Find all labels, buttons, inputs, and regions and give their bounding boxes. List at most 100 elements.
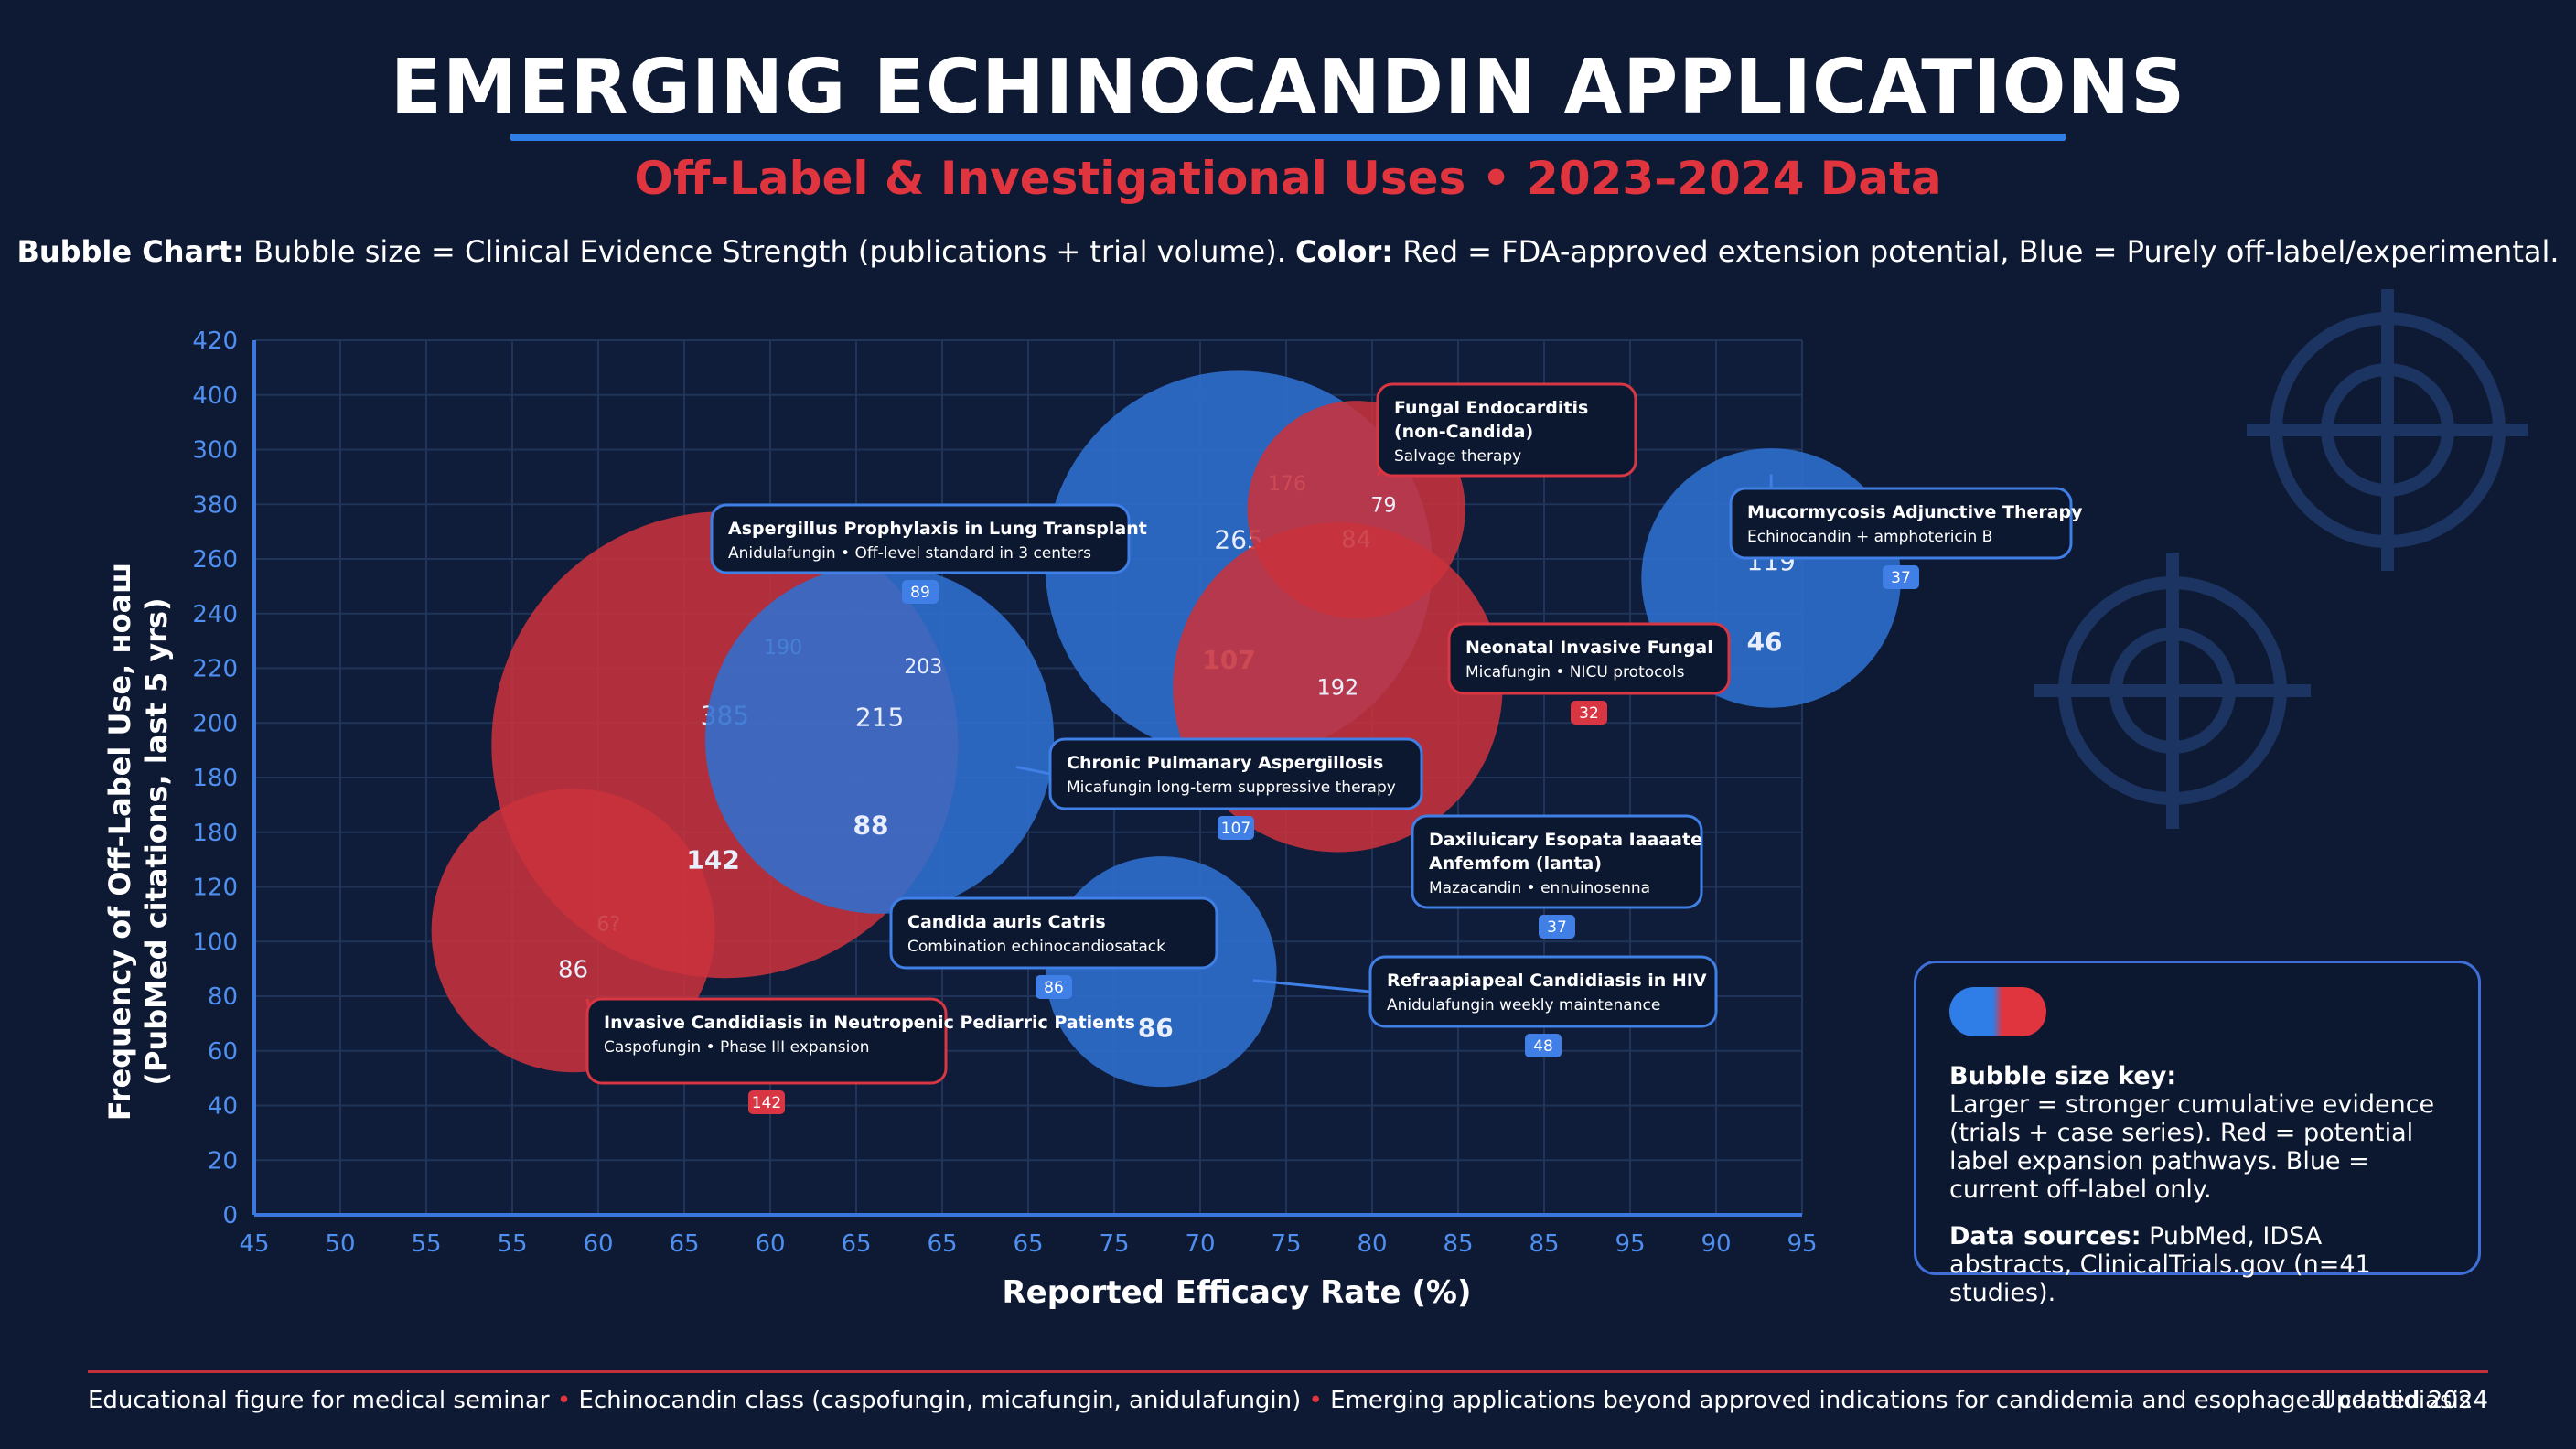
- bubbles: 6?86190385142203215881762651077984192159…: [431, 370, 1901, 1088]
- callout-subtitle: Anidulafungin weekly maintenance: [1387, 996, 1660, 1014]
- callout-subtitle: Caspofungin • Phase III expansion: [604, 1038, 870, 1057]
- callout-leader: [1252, 979, 1371, 993]
- bubble-label: 215: [855, 702, 904, 732]
- bubble-label: 88: [853, 810, 889, 840]
- callout-badge: [1883, 565, 1919, 589]
- callout-badge: [748, 1090, 785, 1114]
- callout-badge: [1539, 915, 1575, 939]
- callout-badge-value: 142: [752, 1094, 781, 1112]
- x-tick-label: 65: [669, 1230, 699, 1258]
- legend-sources-text: PubMed, IDSA abstracts, ClinicalTrials.g…: [1949, 1222, 2371, 1307]
- y-tick-label: 400: [192, 382, 238, 410]
- crosshair-decoration-icon: [2247, 289, 2528, 571]
- y-tick-label: 180: [192, 765, 238, 792]
- callout-badge-value: 89: [910, 584, 930, 602]
- x-tick-label: 45: [239, 1230, 269, 1258]
- callout-subtitle: Echinocandin + amphotericin B: [1747, 528, 1992, 546]
- callout: Mucormycosis Adjunctive Therapy Echinocan…: [1729, 487, 2083, 589]
- callout-box: [1048, 737, 1423, 810]
- legend-body: Larger = stronger cumulative evidence (t…: [1949, 1090, 2435, 1204]
- y-tick-label: 220: [192, 656, 238, 683]
- x-tick-label: 85: [1529, 1230, 1559, 1258]
- bubble-label: 86: [558, 957, 588, 984]
- callout-title: Refraapiapeal Candidiasis in HIV: [1387, 971, 1707, 991]
- bubble-label: 142: [686, 845, 739, 875]
- footer-sep-1: •: [549, 1387, 579, 1414]
- callout-title: Aspergillus Prophylaxis in Lung Transpla…: [728, 519, 1147, 539]
- y-tick-label: 0: [222, 1202, 238, 1229]
- bubble-label: 86: [1138, 1013, 1174, 1043]
- callout: Daxiluicary Esopata Iaaaate Anfemfom (lan…: [1411, 814, 1703, 939]
- legend-sources: Data sources: PubMed, IDSA abstracts, Cl…: [1949, 1222, 2445, 1307]
- bubble-label: 79: [1370, 494, 1396, 517]
- crosshair-decoration-2-icon: [2034, 553, 2311, 829]
- chart-description: Bubble Chart: Bubble size = Clinical Evi…: [0, 234, 2576, 269]
- callout-badge-value: 37: [1547, 918, 1567, 937]
- y-tick-label: 60: [208, 1038, 238, 1066]
- y-tick-label: 180: [192, 820, 238, 847]
- footer-part2: Echinocandin class (caspofungin, micafun…: [578, 1387, 1302, 1414]
- legend-box: Bubble size key: Larger = stronger cumul…: [1914, 961, 2481, 1307]
- title-underline: [510, 134, 2066, 141]
- footer-sep-2: •: [1301, 1387, 1331, 1414]
- x-tick-label: 75: [1271, 1230, 1301, 1258]
- legend-sources-label: Data sources:: [1949, 1222, 2141, 1250]
- callout-badge-value: 86: [1044, 979, 1064, 997]
- callout-badge-value: 107: [1221, 820, 1250, 838]
- y-tick-label: 40: [208, 1093, 238, 1121]
- callout: Chronic Pulmanary Aspergillosis Micafungi…: [1048, 737, 1423, 840]
- y-tick-label: 200: [192, 710, 238, 737]
- callout-title: Chronic Pulmanary Aspergillosis: [1067, 753, 1383, 773]
- x-tick-label: 70: [1185, 1230, 1215, 1258]
- bubble-blue: [704, 564, 1055, 914]
- callout-subtitle: Salvage therapy: [1394, 447, 1521, 466]
- y-tick-label: 120: [192, 875, 238, 902]
- legend-text: Bubble size key: Larger = stronger cumul…: [1949, 1062, 2445, 1204]
- x-tick-label: 65: [1013, 1230, 1043, 1258]
- footer-updated: Updated 2024: [2318, 1387, 2488, 1414]
- callout-title: (non-Candida): [1394, 422, 1533, 442]
- x-tick-label: 50: [325, 1230, 355, 1258]
- x-tick-label: 95: [1615, 1230, 1645, 1258]
- callout-box: [1447, 622, 1731, 695]
- page-subtitle: Off-Label & Investigational Uses • 2023–…: [634, 152, 1942, 205]
- callout-title: Daxiluicary Esopata Iaaaate: [1429, 830, 1702, 850]
- callout: Aspergillus Prophylaxis in Lung Transpla…: [710, 503, 1147, 604]
- callout-box: [710, 503, 1131, 574]
- callout-title: Fungal Endocarditis: [1394, 398, 1588, 418]
- axes: 45 50 55 55 60 65 60 65 65 65 75 70 75 80 85 85 95 90 95 0 2…: [192, 327, 1817, 1258]
- callout-badge: [902, 580, 939, 604]
- y-tick-label: 380: [192, 491, 238, 519]
- bubble-chart: 45 50 55 55 60 65 60 65 65 65 75 70 75 80 85 85 95 90 95 0 2…: [102, 327, 2083, 1311]
- page-title: EMERGING ECHINOCANDIN APPLICATIONS: [390, 44, 2186, 131]
- callout-badge: [1525, 1034, 1562, 1057]
- x-tick-label: 80: [1357, 1230, 1387, 1258]
- x-tick-label: 65: [927, 1230, 957, 1258]
- y-tick-label: 260: [192, 546, 238, 574]
- desc-text-2: Red = FDA-approved extension potential, …: [1393, 234, 2560, 269]
- bubble-label: 46: [1747, 627, 1783, 657]
- callout-subtitle: Micafungin long-term suppressive therapy: [1067, 778, 1396, 797]
- y-axis-label-line1: Frequency of Off-Label Use, ноаш: [102, 563, 137, 1121]
- callout-badge: [1218, 816, 1254, 840]
- x-tick-label: 65: [841, 1230, 871, 1258]
- x-tick-label: 60: [755, 1230, 785, 1258]
- callout-box: [585, 997, 948, 1085]
- bubble-blue: [1046, 856, 1277, 1088]
- x-tick-label: 75: [1099, 1230, 1129, 1258]
- callouts: Invasive Candidiasis in Neutropenic Pedi…: [585, 382, 2083, 1114]
- callout-title: Invasive Candidiasis in Neutropenic Pedi…: [604, 1013, 1135, 1033]
- bubble-label: 192: [1316, 674, 1358, 700]
- x-tick-label: 60: [583, 1230, 613, 1258]
- callout-box: [1376, 382, 1637, 478]
- desc-bold-1: Bubble Chart:: [16, 234, 244, 269]
- y-tick-label: 100: [192, 928, 238, 956]
- y-tick-label: 80: [208, 983, 238, 1011]
- callout-box: [889, 896, 1218, 970]
- y-axis-label-line2: (PubMed citations, last 5 yrs): [139, 597, 174, 1085]
- callout: Invasive Candidiasis in Neutropenic Pedi…: [585, 997, 1135, 1114]
- bubble-label: 203: [904, 656, 942, 679]
- callout-badge-value: 37: [1891, 569, 1911, 587]
- footer-part1: Educational figure for medical seminar: [88, 1387, 550, 1414]
- desc-bold-2: Color:: [1295, 234, 1394, 269]
